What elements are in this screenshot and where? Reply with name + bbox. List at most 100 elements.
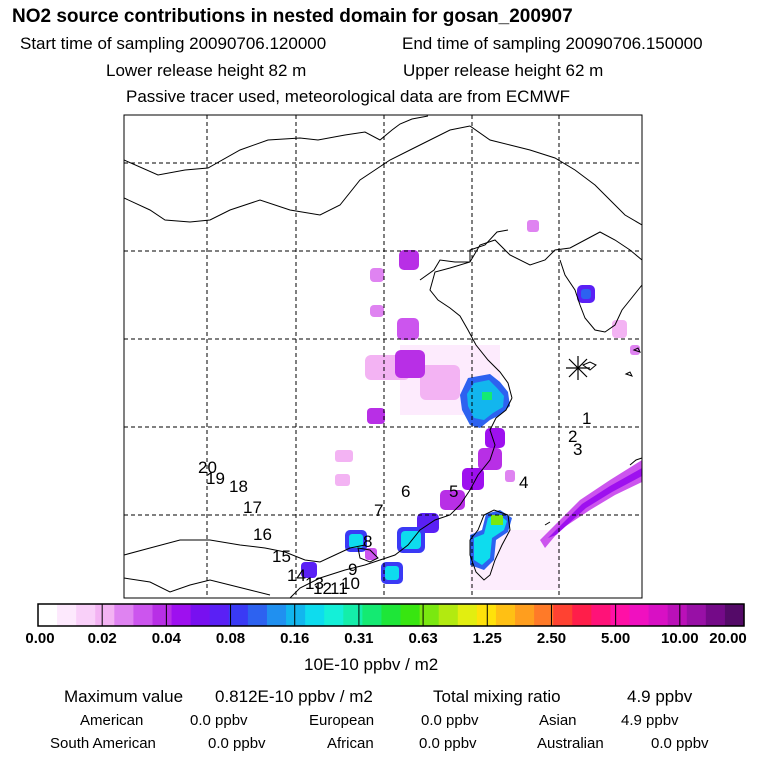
colorbar-swatch <box>57 604 77 626</box>
station-label: 3 <box>573 440 582 459</box>
plume-cell <box>365 548 377 560</box>
region-name: South American <box>50 735 156 752</box>
lat-lon-grid <box>124 115 642 598</box>
plume-cell <box>370 305 384 317</box>
plot-title: NO2 source contributions in nested domai… <box>12 6 573 27</box>
colorbar-swatch <box>629 604 650 626</box>
colorbar-swatch <box>286 604 306 626</box>
plume-peak <box>491 515 503 525</box>
station-label: 17 <box>243 498 262 517</box>
island <box>544 521 551 526</box>
region-value: 4.9 ppbv <box>621 712 679 729</box>
colorbar-swatch <box>419 604 440 626</box>
colorbar-tick-label: 0.04 <box>151 630 181 647</box>
colorbar-swatch <box>705 604 726 626</box>
colorbar-swatch <box>95 604 115 626</box>
hainan-coast <box>357 547 379 563</box>
colorbar-swatch <box>610 604 631 626</box>
colorbar-swatch <box>515 604 535 626</box>
plume-cell <box>349 534 363 548</box>
colorbar-swatch <box>209 604 230 626</box>
plume-cell <box>395 350 425 378</box>
station-label: 6 <box>401 482 410 501</box>
upper-release-height: Upper release height 62 m <box>403 61 604 80</box>
station-label: 4 <box>519 473 528 492</box>
station-label: 1 <box>582 409 591 428</box>
station-label: 13 <box>305 574 324 593</box>
colorbar-swatch <box>76 604 96 626</box>
plume-cell <box>335 450 353 462</box>
end-time: End time of sampling 20090706.150000 <box>402 34 703 53</box>
station-label: 14 <box>287 566 306 585</box>
colorbar-swatch <box>171 604 192 626</box>
station-label: 20 <box>198 458 217 477</box>
region-name: Asian <box>539 712 577 729</box>
coastline <box>419 259 470 281</box>
border-line <box>124 577 271 596</box>
colorbar-swatch <box>572 604 592 626</box>
station-label: 10 <box>341 574 360 593</box>
colorbar-swatch <box>724 604 745 626</box>
station-label: 9 <box>348 560 357 579</box>
coastline <box>289 397 513 598</box>
station-label: 5 <box>449 482 458 501</box>
colorbar-swatch <box>457 604 478 626</box>
tracer-note: Passive tracer used, meteorological data… <box>126 87 571 106</box>
colorbar-tick-label: 2.50 <box>536 630 567 647</box>
colorbar-tick-label: 0.31 <box>344 630 374 647</box>
region-name: African <box>327 735 374 752</box>
plume-cell <box>301 562 317 578</box>
colorbar-swatch <box>228 604 249 626</box>
colorbar-swatch <box>247 604 268 626</box>
colorbar-swatch <box>438 604 459 626</box>
plume-cell <box>399 250 419 270</box>
border-line <box>124 539 366 563</box>
border-line <box>469 125 642 226</box>
colorbar-swatch <box>686 604 707 626</box>
colorbar-swatch <box>362 604 383 626</box>
start-time: Start time of sampling 20090706.120000 <box>20 34 327 53</box>
station-label: 12 <box>313 579 332 598</box>
colorbar-swatch <box>553 604 573 626</box>
colorbar-swatch <box>324 604 344 626</box>
region-value: 0.0 ppbv <box>208 735 266 752</box>
plume-cell <box>440 490 465 510</box>
plume-peak <box>482 392 492 400</box>
station-label: 15 <box>272 547 291 566</box>
colorbar-tick-label: 0.02 <box>87 630 117 647</box>
lower-release-height: Lower release height 82 m <box>106 61 307 80</box>
colorbar-swatch <box>381 604 402 626</box>
colorbar-swatch <box>305 604 325 626</box>
map-frame <box>123 114 643 599</box>
colorbar-swatch <box>190 604 211 626</box>
region-value: 0.0 ppbv <box>651 735 709 752</box>
colorbar-tick-label: 0.63 <box>408 630 438 647</box>
plume-band <box>548 468 642 538</box>
plume-cell <box>385 566 399 580</box>
colorbar-swatch <box>38 604 58 626</box>
station-label: 16 <box>253 525 272 544</box>
plume-cell <box>367 408 385 424</box>
total-mixing-label: Total mixing ratio <box>433 687 561 706</box>
region-name: Australian <box>537 735 604 752</box>
region-name: European <box>309 712 375 729</box>
station-label: 19 <box>206 469 225 488</box>
colorbar-swatch <box>476 604 497 626</box>
colorbar-swatch <box>114 604 134 626</box>
plume-cell <box>612 320 627 338</box>
plume-cell <box>335 474 350 486</box>
colorbar-tick-label: 10.00 <box>661 630 699 647</box>
colorbar-swatch <box>133 604 154 626</box>
station-star-icon <box>566 356 590 380</box>
concentration-field <box>301 220 642 590</box>
colorbar-swatch <box>648 604 669 626</box>
colorbar-tick-label: 5.00 <box>601 630 631 647</box>
colorbar-swatch <box>591 604 612 626</box>
legend-units: 10E-10 ppbv / m2 <box>304 655 439 674</box>
station-label: 7 <box>374 501 383 520</box>
colorbar-swatch <box>343 604 363 626</box>
coastline <box>469 229 509 262</box>
station-label: 2 <box>568 427 577 446</box>
